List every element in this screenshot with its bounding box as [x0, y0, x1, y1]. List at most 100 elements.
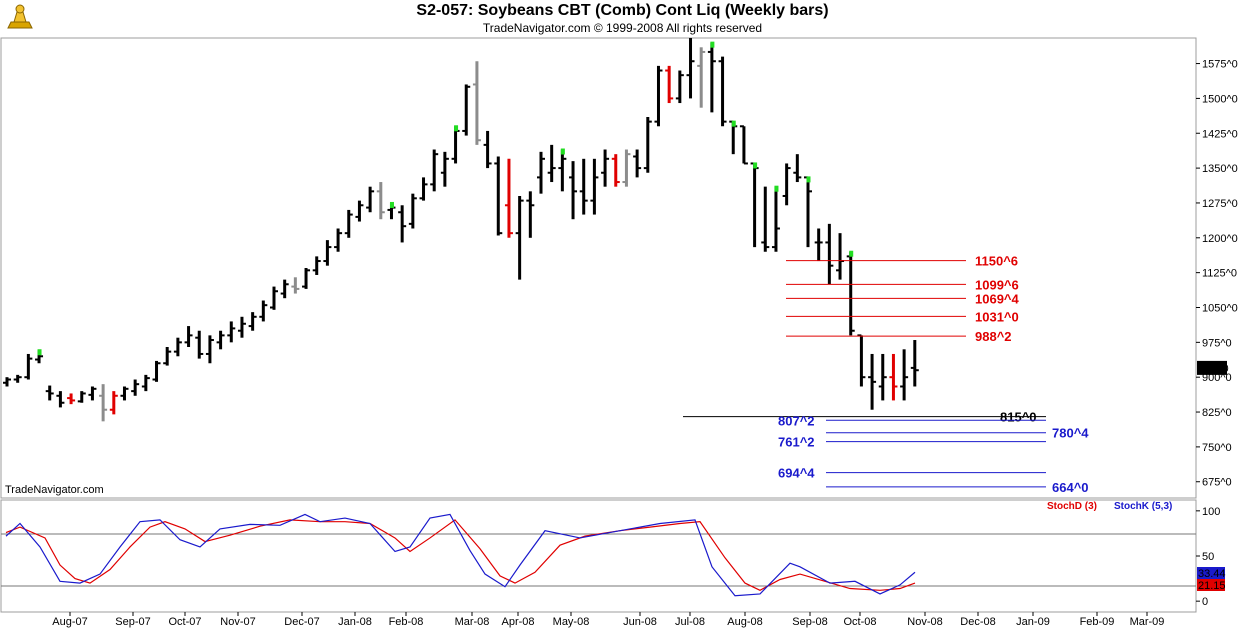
- time-tick-label: Oct-07: [168, 616, 201, 628]
- ohlc-bar: [270, 286, 278, 310]
- price-tick-label: 1575^0: [1202, 59, 1238, 71]
- ohlc-bar: [248, 312, 257, 331]
- ohlc-bar: [451, 125, 460, 164]
- ohlc-bar: [472, 61, 481, 145]
- ohlc-bar: [195, 330, 204, 359]
- ohlc-bars: [3, 38, 919, 422]
- ohlc-bar: [216, 330, 225, 350]
- ohlc-bar: [56, 391, 65, 408]
- stoch-tick-label: 50: [1202, 551, 1214, 563]
- ohlc-bar: [611, 154, 620, 187]
- ohlc-bar: [355, 200, 364, 222]
- time-tick-label: Apr-08: [501, 616, 534, 628]
- ohlc-bar: [45, 385, 54, 401]
- time-tick-label: Jul-08: [675, 616, 705, 628]
- time-tick-label: Feb-09: [1080, 616, 1115, 628]
- stochastic-legend: StochD (3) StochK (5,3): [1047, 501, 1172, 512]
- level-label: 988^2: [975, 329, 1012, 344]
- price-tick-label: 1200^0: [1202, 233, 1238, 245]
- ohlc-bar: [237, 316, 246, 338]
- ohlc-bar: [366, 186, 375, 213]
- ohlc-bar: [494, 156, 503, 236]
- ohlc-bar: [686, 38, 695, 99]
- level-label: 1069^4: [975, 291, 1020, 306]
- ohlc-bar: [846, 250, 855, 336]
- price-tick-label: 1425^0: [1202, 128, 1238, 140]
- ohlc-bar: [878, 353, 887, 401]
- price-axis: 1575^0 1500^0 1425^0 1350^0 1275^0 1200^0 1125…: [1196, 59, 1238, 489]
- stoch-tick-label: 100: [1202, 506, 1220, 518]
- ohlc-bar: [804, 176, 812, 248]
- ohlc-bar: [537, 151, 545, 194]
- ohlc-bar: [857, 334, 866, 387]
- ohlc-bar: [131, 379, 140, 396]
- stochastic-panel: [0, 499, 1197, 613]
- ohlc-bar: [13, 374, 22, 383]
- level-label: 1099^6: [975, 277, 1019, 292]
- ohlc-bar: [302, 268, 311, 289]
- ohlc-bar: [601, 149, 610, 187]
- stoch-last-values: 33.44 21.15: [1197, 567, 1226, 592]
- ohlc-bar: [889, 353, 898, 401]
- ohlc-bar: [376, 182, 385, 220]
- last-price-label: 920^0: [1199, 363, 1229, 375]
- ohlc-bar: [109, 391, 118, 415]
- stochd-last-box: [1197, 579, 1225, 591]
- ohlc-bar: [633, 149, 642, 178]
- stochd-line: [5, 519, 916, 591]
- ohlc-bar: [291, 277, 300, 294]
- stoch-tick-label: 0: [1202, 596, 1208, 608]
- ohlc-bar: [814, 228, 823, 262]
- price-tick-label: 900^0: [1202, 372, 1232, 384]
- ohlc-bar: [419, 177, 428, 201]
- ohlc-bar: [675, 70, 684, 104]
- ohlc-bar: [387, 201, 396, 220]
- ohlc-bar: [825, 223, 834, 285]
- ohlc-bar: [184, 326, 193, 347]
- ohlc-bar: [504, 158, 513, 238]
- level-label: 815^0: [1000, 410, 1037, 425]
- ohlc-bar: [739, 125, 748, 165]
- ohlc-bar: [462, 84, 471, 136]
- ohlc-bar: [665, 65, 674, 104]
- ohlc-bar: [67, 393, 76, 405]
- watermark: TradeNavigator.com: [5, 484, 104, 496]
- price-tick-label: 975^0: [1202, 337, 1232, 349]
- ohlc-bar: [173, 337, 182, 357]
- time-tick-label: Aug-08: [727, 616, 762, 628]
- last-price-marker: 920^0: [1197, 360, 1229, 375]
- time-tick-label: Jan-08: [338, 616, 372, 628]
- ohlc-bar: [280, 279, 289, 299]
- level-label: 807^2: [778, 413, 815, 428]
- chart-subtitle: TradeNavigator.com © 1999-2008 All right…: [482, 21, 763, 35]
- ohlc-bar: [771, 185, 780, 252]
- stochk-last-value: 33.44: [1198, 568, 1226, 580]
- chart-title: S2-057: Soybeans CBT (Comb) Cont Liq (We…: [416, 2, 829, 19]
- ohlc-bar: [141, 374, 150, 392]
- time-tick-label: May-08: [553, 616, 590, 628]
- ohlc-bar: [24, 353, 33, 380]
- ohlc-bar: [707, 41, 716, 113]
- ohlc-bar: [761, 186, 770, 252]
- price-tick-label: 1350^0: [1202, 163, 1238, 175]
- price-panel: [0, 37, 1197, 499]
- ohlc-bar: [697, 47, 706, 108]
- level-label: 1031^0: [975, 309, 1019, 324]
- level-label: 1150^6: [975, 254, 1018, 269]
- gold-trophy-logo-icon: [7, 4, 33, 29]
- ohlc-bar: [312, 256, 321, 275]
- level-label: 694^4: [778, 466, 815, 481]
- ohlc-bar: [526, 191, 535, 238]
- ohlc-bar: [205, 335, 214, 364]
- ohlc-bar: [579, 158, 588, 215]
- time-tick-label: Nov-07: [220, 616, 255, 628]
- ohlc-bar: [430, 149, 439, 192]
- time-tick-label: Feb-08: [389, 616, 424, 628]
- level-label: 664^0: [1052, 480, 1089, 495]
- ohlc-bar: [120, 386, 129, 401]
- stochastic-axis: 100 50 0: [1196, 506, 1220, 608]
- stochastic-lines: [5, 513, 916, 597]
- price-tick-label: 1125^0: [1202, 268, 1237, 280]
- time-tick-label: Sep-08: [792, 616, 827, 628]
